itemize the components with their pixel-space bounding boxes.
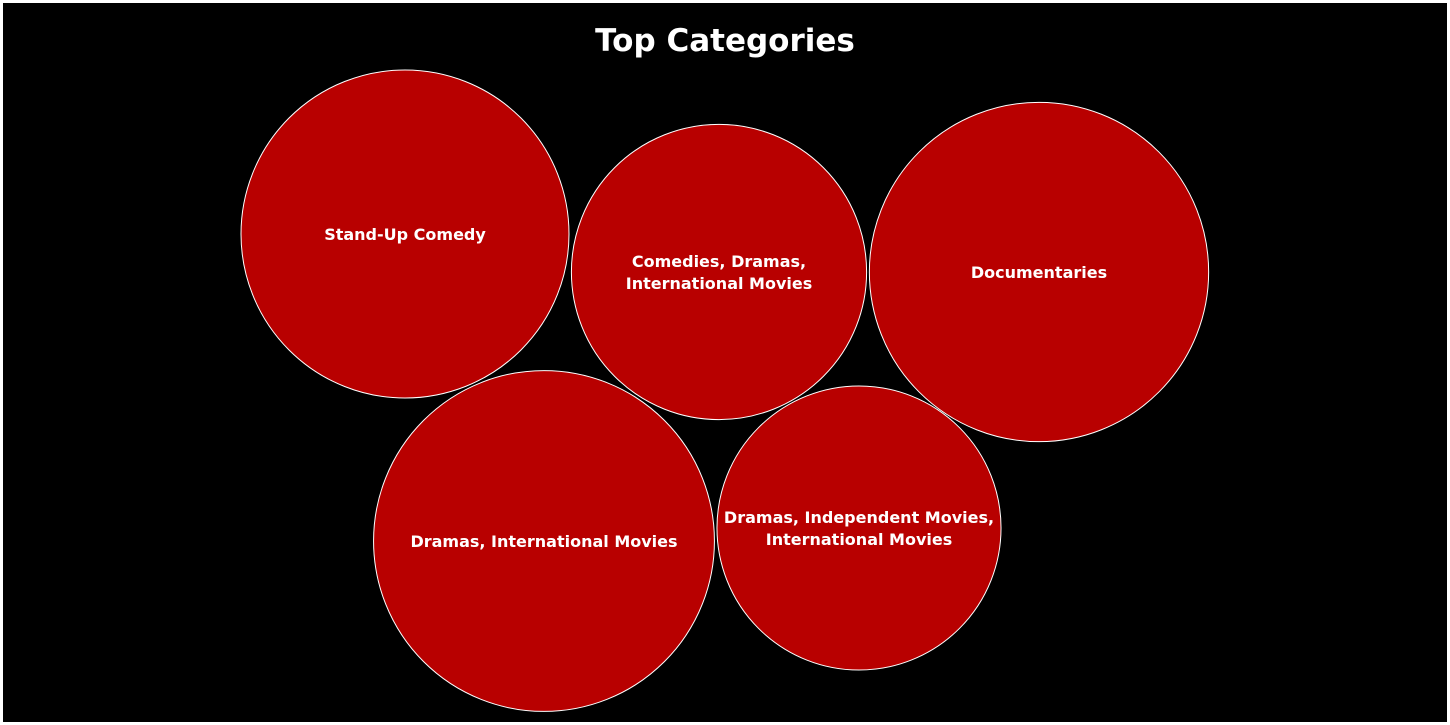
bubble-circle[interactable]: [373, 370, 715, 712]
bubble-label: Stand-Up Comedy: [324, 225, 486, 244]
chart-title: Top Categories: [595, 23, 855, 59]
bubble-documentaries[interactable]: Documentaries: [868, 101, 1210, 443]
bubble-circle[interactable]: [240, 69, 570, 399]
bubble-label: Dramas, Independent Movies,: [724, 508, 994, 527]
bubble-comedies-dramas-international[interactable]: Comedies, Dramas, International Movies: [570, 123, 868, 421]
bubble-chart: Stand-Up Comedy Comedies, Dramas, Internat…: [240, 69, 1210, 712]
bubble-label: International Movies: [626, 274, 813, 293]
bubble-stand-up-comedy[interactable]: Stand-Up Comedy: [240, 69, 570, 399]
bubble-circle[interactable]: [716, 385, 1002, 671]
bubble-dramas-independent-international[interactable]: Dramas, Independent Movies, International…: [716, 385, 1002, 671]
bubble-label: Documentaries: [971, 263, 1107, 282]
bubble-circle[interactable]: [868, 101, 1210, 443]
bubble-label: Dramas, International Movies: [410, 532, 677, 551]
chart-frame: Top Categories Stand-Up Comedy Comedies, …: [3, 3, 1447, 722]
bubble-label: Comedies, Dramas,: [632, 252, 806, 271]
bubble-dramas-international[interactable]: Dramas, International Movies: [373, 370, 715, 712]
bubble-label: International Movies: [766, 530, 953, 549]
bubble-circle[interactable]: [570, 123, 868, 421]
